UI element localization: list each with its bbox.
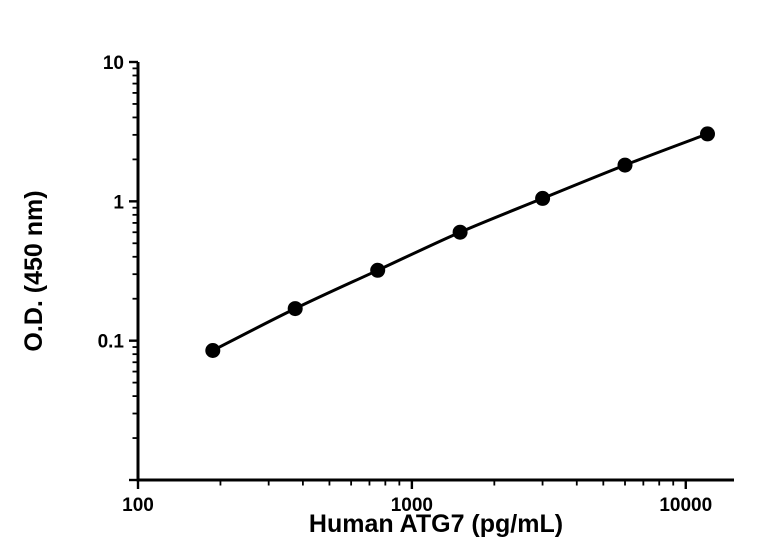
data-point (205, 343, 221, 358)
data-point (370, 262, 386, 278)
x-axis-tick-label: 10000 (659, 495, 712, 516)
y-axis-tick-label: 0.1 (98, 332, 125, 353)
x-axis-tick-label: 100 (122, 495, 154, 516)
standard-curve-line (211, 132, 709, 352)
data-point (452, 224, 468, 240)
y-axis-title: O.D. (450 nm) (20, 190, 48, 351)
x-axis-title: Human ATG7 (pg/mL) (309, 510, 563, 538)
x-axis-tick-label: 1000 (391, 495, 433, 516)
y-axis-tick-label: 10 (103, 53, 124, 74)
axis-lines (136, 62, 734, 482)
data-point (700, 126, 715, 142)
data-point (535, 190, 551, 206)
y-axis-tick-label: 1 (113, 192, 124, 213)
data-point (617, 157, 633, 173)
data-point (287, 301, 303, 317)
